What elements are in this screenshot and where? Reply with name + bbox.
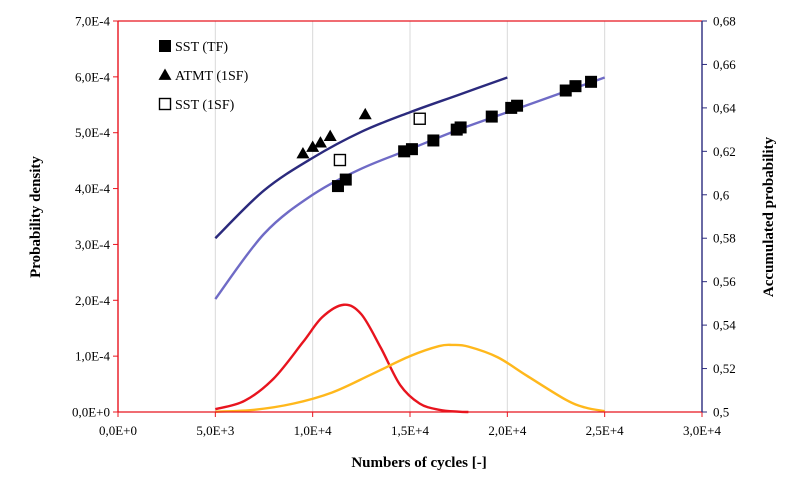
y-tick-label: 3,0E-4	[75, 237, 111, 252]
x-tick-label: 5,0E+3	[196, 423, 234, 438]
y2-tick-label: 0,56	[713, 274, 736, 289]
fit-curve-yellow-curve	[215, 343, 605, 413]
y2-tick-label: 0,68	[713, 14, 736, 29]
legend-marker-filled-triangle	[158, 68, 172, 80]
y-tick-label: 6,0E-4	[75, 69, 111, 84]
y-tick-label: 2,0E-4	[75, 293, 111, 308]
data-point-filled-triangle	[313, 136, 327, 148]
x-tick-label: 3,0E+4	[683, 423, 722, 438]
marker-layer	[296, 75, 598, 193]
y-tick-label: 5,0E-4	[75, 125, 111, 140]
grid-layer	[214, 21, 703, 412]
legend-marker-open-square	[158, 97, 172, 111]
y2-tick-label: 0,6	[713, 187, 730, 202]
y2-tick-label: 0,58	[713, 231, 736, 246]
data-point-filled-square	[511, 99, 524, 112]
y2-tick-label: 0,62	[713, 144, 736, 159]
y2-tick-label: 0,66	[713, 57, 736, 72]
tick-layer: 0,0E+0 5,0E+3 1,0E+4 1,5E+4 2,0E+4 2,5E+4 3,0E…	[72, 14, 736, 439]
data-point-filled-square	[559, 84, 572, 97]
legend-label: SST (TF)	[175, 40, 228, 55]
legend-label: SST (1SF)	[175, 98, 235, 113]
y-tick-label: 7,0E-4	[75, 14, 111, 29]
data-point-open-square	[413, 112, 426, 125]
curve-layer	[214, 76, 606, 414]
x-tick-label: 1,5E+4	[391, 423, 430, 438]
y2-tick-label: 0,64	[713, 100, 736, 115]
data-point-filled-square	[585, 75, 598, 88]
data-point-filled-triangle	[323, 129, 337, 142]
y-tick-label: 1,0E-4	[75, 349, 111, 364]
data-point-filled-square	[339, 173, 352, 186]
x-tick-label: 1,0E+4	[294, 423, 333, 438]
y2-tick-label: 0,5	[713, 405, 729, 420]
data-point-open-square	[333, 153, 347, 167]
y-tick-label: 0,0E+0	[72, 405, 110, 420]
y2-axis-title: Accumulated probability	[761, 136, 777, 297]
y-tick-label: 4,0E-4	[75, 181, 111, 196]
data-point-filled-triangle	[296, 147, 310, 159]
legend-label: ATMT (1SF)	[175, 69, 249, 84]
x-tick-label: 0,0E+0	[99, 423, 137, 438]
x-tick-label: 2,0E+4	[488, 423, 527, 438]
y2-tick-label: 0,54	[713, 318, 736, 333]
data-point-filled-square	[454, 121, 467, 134]
data-point-filled-square	[405, 143, 418, 156]
x-tick-label: 2,5E+4	[586, 423, 625, 438]
data-point-filled-square	[427, 134, 440, 147]
fit-curve-dark-blue-curve	[214, 76, 508, 240]
y2-tick-label: 0,52	[713, 361, 736, 376]
data-point-filled-square	[485, 110, 498, 123]
data-point-filled-triangle	[358, 107, 372, 120]
legend-marker-filled-square	[159, 40, 171, 52]
fit-curve-red-curve	[215, 303, 469, 414]
data-point-filled-square	[569, 80, 582, 93]
y-axis-title: Probability density	[28, 156, 44, 278]
legend: SST (TF) ATMT (1SF) SST (1SF)	[158, 40, 249, 113]
data-point-filled-triangle	[306, 140, 320, 152]
x-axis-title: Numbers of cycles [-]	[351, 455, 486, 471]
